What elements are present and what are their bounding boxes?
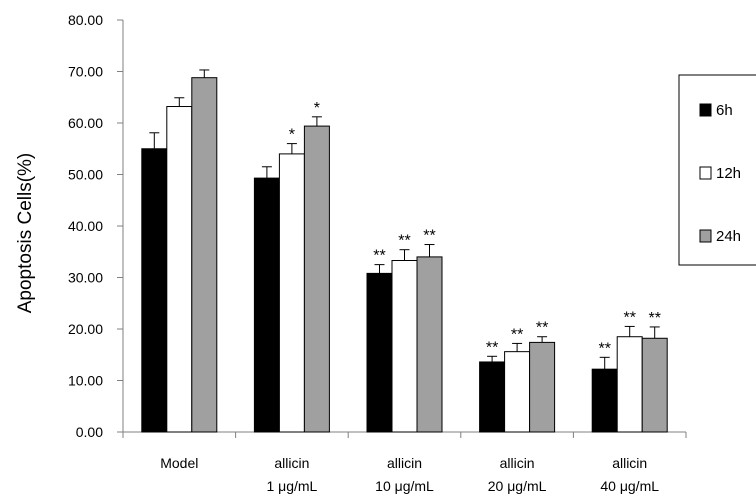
significance-label: ** [398, 233, 410, 250]
y-tick-label: 50.00 [68, 167, 103, 183]
bar [529, 341, 556, 433]
significance-label: * [289, 127, 295, 144]
significance-label: * [314, 100, 320, 117]
x-tick-label-line2: 40 μg/mL [600, 478, 659, 494]
significance-label: ** [373, 248, 385, 265]
significance-label: ** [486, 339, 498, 356]
y-tick-label: 20.00 [68, 321, 103, 337]
bar [141, 148, 168, 433]
x-tick-label-line2: 1 μg/mL [266, 478, 317, 494]
x-tick-label: allicin [500, 455, 535, 471]
bar [416, 256, 443, 433]
y-tick-label: 10.00 [68, 373, 103, 389]
significance-label: ** [623, 309, 635, 326]
significance-label: ** [511, 326, 523, 343]
y-tick-label: 30.00 [68, 270, 103, 286]
bar [191, 77, 218, 433]
bar [591, 368, 618, 433]
bar [391, 260, 418, 433]
x-tick-label-line2: 20 μg/mL [488, 478, 547, 494]
bar [641, 337, 668, 433]
bar [616, 336, 643, 433]
significance-label: ** [536, 320, 548, 337]
y-tick-label: 0.00 [76, 424, 103, 440]
x-tick-label-line2: 10 μg/mL [375, 478, 434, 494]
bar [166, 106, 193, 433]
bar [278, 153, 305, 433]
legend-box [678, 74, 756, 266]
y-tick-label: 60.00 [68, 115, 103, 131]
legend-swatch [699, 166, 712, 180]
x-tick-label: Model [160, 455, 198, 471]
significance-label: ** [648, 310, 660, 327]
legend-label: 6h [716, 102, 733, 119]
significance-label: ** [423, 228, 435, 245]
bars [141, 69, 668, 433]
x-tick-label: allicin [612, 455, 647, 471]
legend-swatch [699, 229, 712, 243]
y-tick-label: 40.00 [68, 218, 103, 234]
y-axis-label: Apoptosis Cells(%) [15, 153, 36, 314]
bar [504, 351, 531, 433]
bar [253, 177, 280, 433]
y-tick-label: 80.00 [68, 12, 103, 28]
bar [479, 361, 506, 433]
bar [366, 272, 393, 433]
y-tick-label: 70.00 [68, 64, 103, 80]
significance-label: ** [598, 340, 610, 357]
legend-swatch [699, 103, 712, 117]
legend: 6h 12h 24h [678, 74, 756, 266]
bar [303, 125, 330, 433]
x-tick-label: allicin [274, 455, 309, 471]
x-tick-label: allicin [387, 455, 422, 471]
legend-label: 12h [716, 165, 741, 182]
legend-label: 24h [716, 228, 741, 245]
